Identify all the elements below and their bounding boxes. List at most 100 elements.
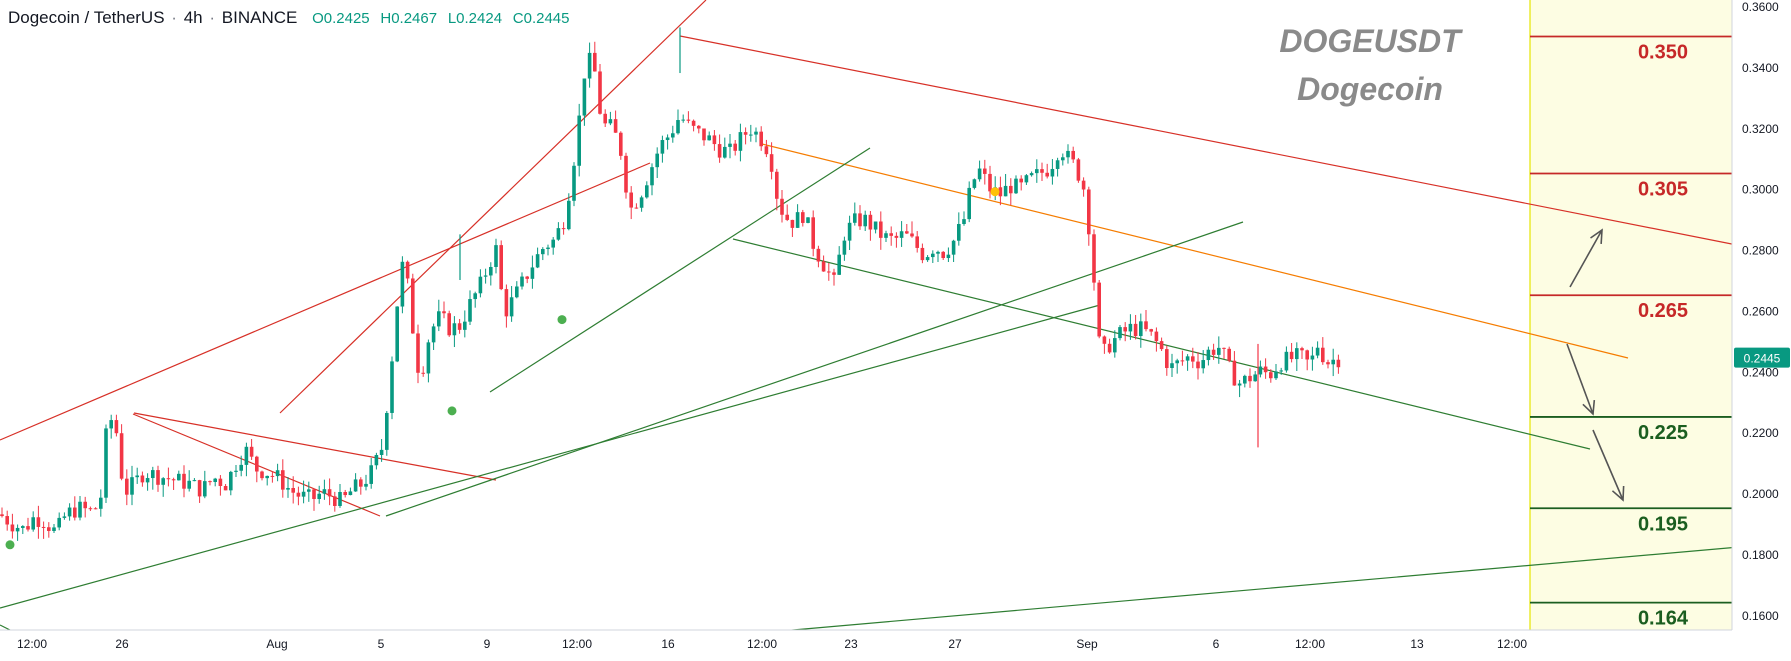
candle-body (374, 454, 379, 466)
candle-body (275, 470, 280, 477)
candle-body (645, 185, 649, 198)
candle-body (717, 144, 722, 158)
candle-body (723, 146, 727, 158)
candle-body (1102, 336, 1107, 344)
candle-body (62, 516, 67, 518)
price-tick-label: 0.3400 (1742, 61, 1779, 75)
candle-body (577, 115, 581, 166)
candles (0, 27, 1341, 541)
candle-body (93, 508, 98, 510)
ohlc-low: L0.2424 (447, 10, 503, 27)
candle-body (426, 342, 431, 374)
candle-body (556, 228, 561, 240)
price-tick-label: 0.1800 (1742, 548, 1779, 562)
candle-body (1050, 168, 1055, 177)
candle-body (223, 485, 228, 491)
candle-body (681, 119, 685, 121)
trendline (385, 221, 1244, 517)
projection-arrows[interactable] (1566, 228, 1625, 502)
arrow-up-head (1590, 228, 1603, 245)
time-tick-label: 13 (1410, 637, 1424, 651)
time-tick-label: Sep (1076, 637, 1098, 651)
candle-body (416, 333, 420, 373)
candle-body (962, 219, 966, 224)
candle-body (348, 491, 353, 496)
candle-body (884, 233, 888, 238)
candle-body (1014, 178, 1018, 194)
trendline (489, 147, 871, 393)
candle-body (832, 272, 836, 275)
candle-body (853, 213, 857, 223)
time-tick-label: 12:00 (17, 637, 47, 651)
candle-body (551, 239, 555, 248)
candle-body (57, 517, 61, 528)
candle-body (613, 119, 618, 133)
candle-body (624, 155, 628, 193)
candle-body (941, 251, 945, 259)
candle-body (1222, 347, 1226, 349)
candle-body (1107, 343, 1112, 353)
signal-dot (5, 540, 15, 550)
arrow-down-2-head (1611, 485, 1625, 502)
candle-body (827, 271, 831, 273)
candle-body (73, 507, 77, 518)
candle-body (1061, 157, 1065, 161)
candle-body (603, 113, 607, 124)
price-tick-label: 0.2400 (1742, 365, 1779, 379)
candle-body (390, 361, 394, 413)
candle-body (1003, 185, 1008, 197)
candle-body (780, 198, 784, 215)
candle-body (1149, 329, 1153, 332)
candle-body (197, 480, 202, 497)
candle-body (1175, 360, 1179, 364)
candle-body (1253, 374, 1257, 382)
ohlc-high: H0.2467 (380, 10, 438, 27)
candle-body (21, 526, 25, 528)
candle-body (1206, 349, 1211, 361)
candle-body (1092, 234, 1096, 283)
candle-body (31, 517, 35, 530)
candle-body (967, 187, 971, 220)
candle-body (738, 132, 743, 151)
candle-body (353, 479, 358, 492)
candle-body (1139, 321, 1143, 337)
candle-body (920, 247, 925, 261)
candle-body (36, 517, 41, 527)
candle-body (1331, 359, 1335, 365)
symbol-name[interactable]: Dogecoin / TetherUS (8, 8, 165, 27)
candle-body (99, 497, 103, 509)
candle-body (52, 527, 56, 531)
candle-body (1258, 366, 1263, 375)
level-label: 0.164 (1638, 608, 1689, 630)
price-levels[interactable]: 0.350 0.305 0.265 0.225 0.195 0.164 (1530, 35, 1732, 630)
candle-body (504, 289, 509, 317)
trendline (679, 35, 1763, 251)
candle-body (343, 491, 347, 496)
candle-body (858, 213, 862, 227)
candle-body (411, 278, 415, 334)
candle-body (26, 526, 30, 530)
candle-body (473, 293, 477, 300)
candle-body (229, 471, 233, 491)
price-tick-label: 0.2800 (1742, 244, 1779, 258)
interval-label[interactable]: 4h (183, 8, 203, 27)
candle-body (187, 480, 191, 489)
candle-body (1019, 178, 1023, 183)
candle-body (728, 143, 732, 147)
candle-body (894, 235, 899, 238)
candle-body (1081, 180, 1086, 190)
candle-body (1087, 189, 1091, 235)
candle-body (634, 207, 639, 209)
candle-body (821, 261, 826, 272)
candle-body (260, 471, 264, 479)
watermark-name: Dogecoin (1297, 71, 1443, 107)
candle-body (790, 219, 795, 228)
candle-body (281, 470, 285, 490)
candle-body (307, 489, 311, 492)
candle-body (1211, 349, 1216, 355)
time-tick-label: 12:00 (1497, 637, 1527, 651)
trendlines[interactable] (0, 0, 1763, 641)
arrow-down-2 (1592, 429, 1624, 501)
